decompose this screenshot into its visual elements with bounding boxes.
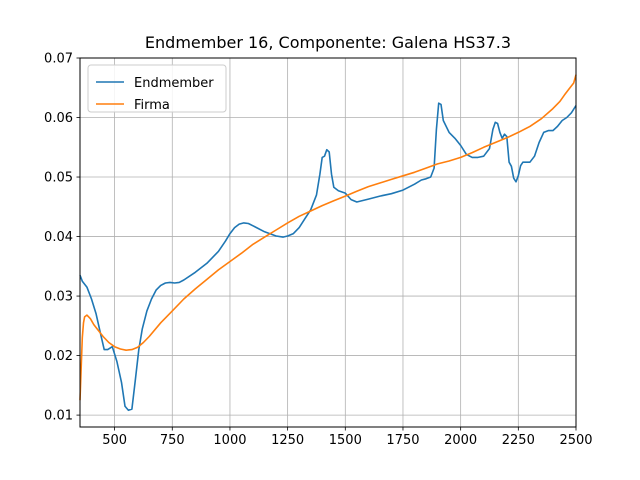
x-tick-label: 1750 bbox=[386, 433, 419, 448]
x-tick-label: 1500 bbox=[329, 433, 362, 448]
x-tick-label: 1250 bbox=[271, 433, 304, 448]
axis-ticks: 500 750 1000 1250 1500 1750 2000 2250 2500 0.01 0.… bbox=[44, 52, 593, 449]
x-tick-label: 750 bbox=[160, 433, 185, 448]
legend-box bbox=[87, 64, 227, 113]
series-line-1 bbox=[79, 102, 577, 412]
y-tick-label: 0.07 bbox=[44, 52, 73, 67]
legend-label: Firma bbox=[134, 98, 170, 113]
plot-frame bbox=[79, 57, 577, 428]
y-tick-label: 0.06 bbox=[44, 111, 73, 126]
series-line-2 bbox=[79, 74, 577, 401]
y-tick-label: 0.02 bbox=[44, 349, 73, 364]
y-tick-label: 0.01 bbox=[44, 409, 73, 424]
series-layer bbox=[79, 74, 577, 412]
y-tick-label: 0.03 bbox=[44, 290, 73, 305]
x-tick-label: 2250 bbox=[502, 433, 535, 448]
y-tick-label: 0.04 bbox=[44, 230, 73, 245]
x-tick-label: 2000 bbox=[444, 433, 477, 448]
x-tick-label: 2500 bbox=[559, 433, 592, 448]
x-tick-label: 500 bbox=[102, 433, 127, 448]
x-tick-label: 1000 bbox=[213, 433, 246, 448]
legend: Endmember Firma bbox=[87, 64, 227, 113]
chart-title: Endmember 16, Componente: Galena HS37.3 bbox=[145, 33, 511, 52]
legend-label: Endmember bbox=[134, 76, 214, 91]
y-tick-label: 0.05 bbox=[44, 171, 73, 186]
